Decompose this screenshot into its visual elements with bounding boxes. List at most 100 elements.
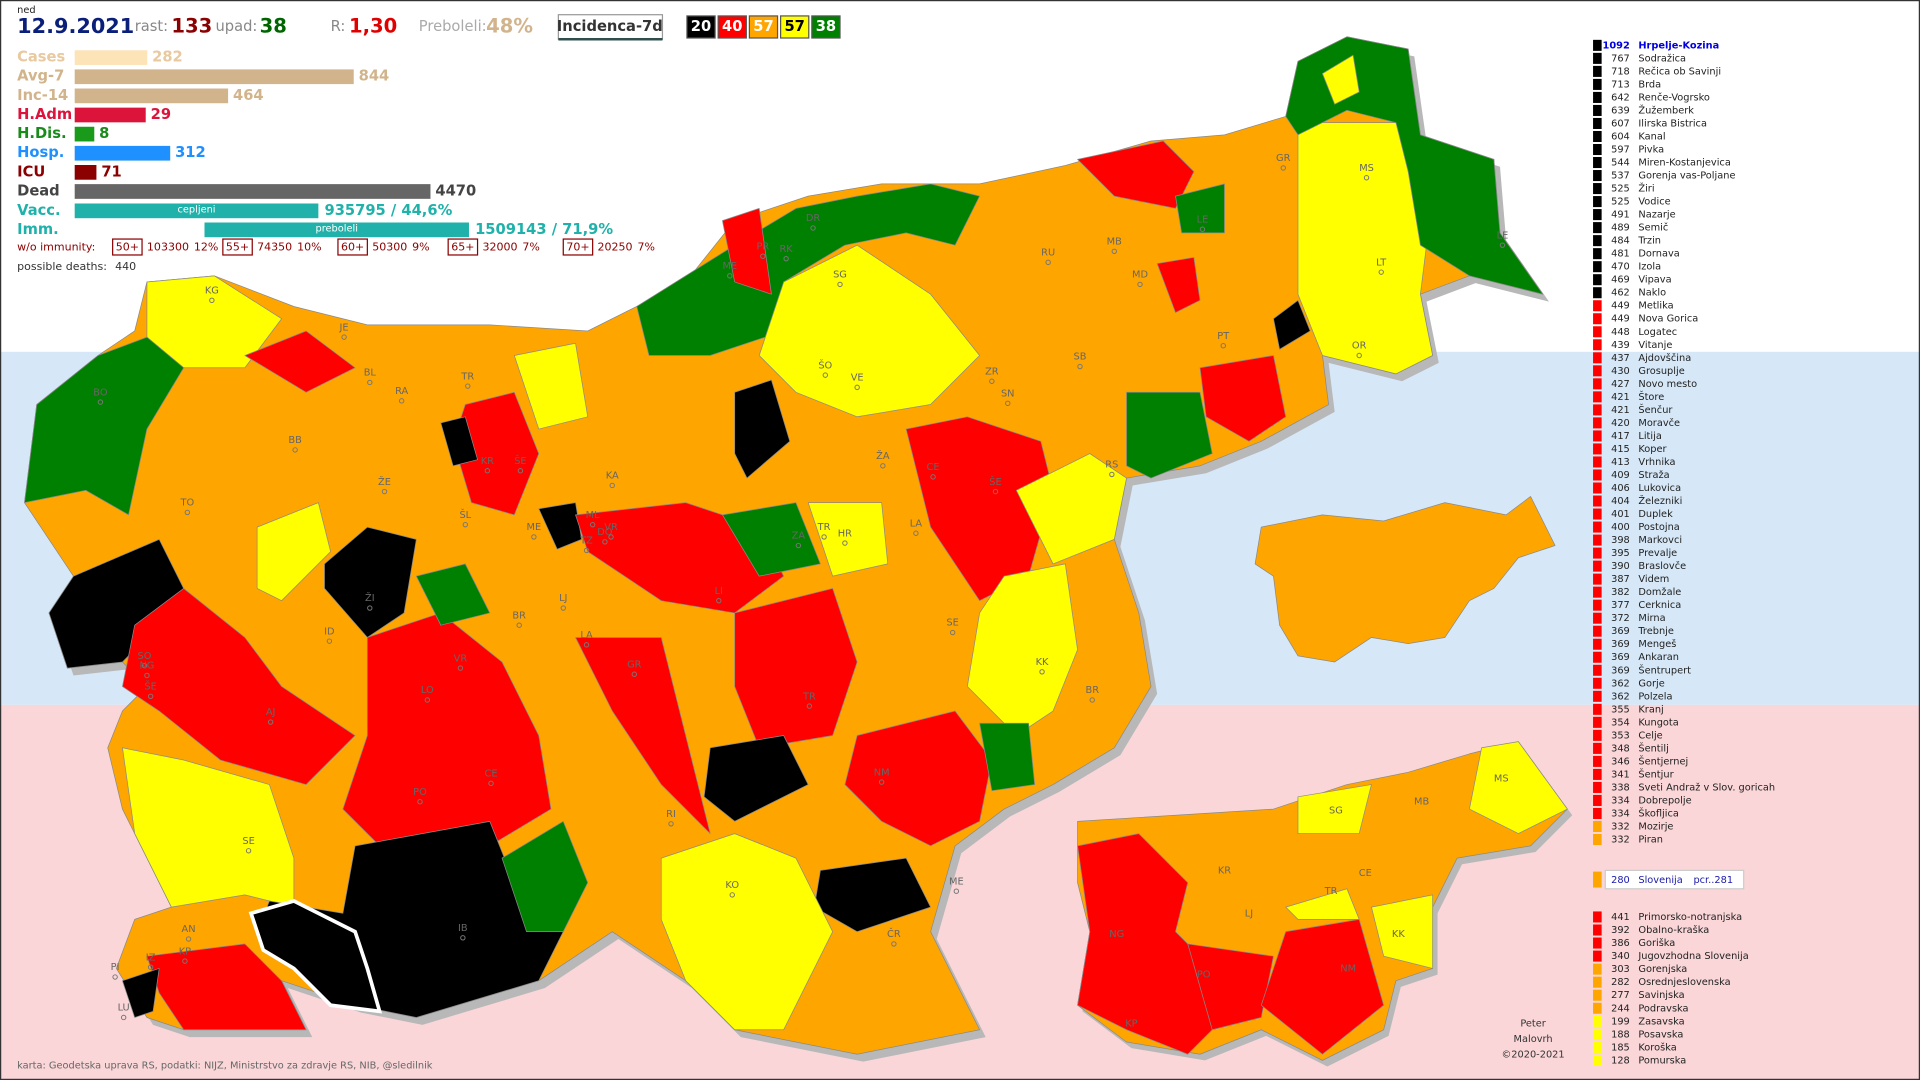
rank-value: 420: [1611, 418, 1630, 429]
map-label: RS: [1105, 460, 1118, 471]
rank-value: 448: [1611, 327, 1630, 338]
map-label: KK: [1036, 657, 1049, 668]
region-value: 128: [1611, 1055, 1630, 1066]
immunity-group: 60+: [341, 241, 364, 254]
rank-swatch: [1593, 690, 1602, 702]
inset-map: [1254, 496, 1556, 663]
rank-swatch: [1593, 755, 1602, 767]
region-name: Primorsko-notranjska: [1638, 912, 1742, 923]
rank-swatch: [1593, 443, 1602, 455]
region-map-label: NM: [1340, 963, 1356, 974]
region-value: 188: [1611, 1029, 1630, 1040]
stat-label: H.Dis.: [17, 125, 66, 142]
map-dot: [1111, 248, 1117, 255]
municipality: [722, 208, 772, 295]
rank-name: Logatec: [1638, 327, 1677, 338]
map-dot: [1280, 165, 1286, 171]
map-label: MB: [1107, 236, 1122, 247]
immunity-group-box: [562, 238, 594, 256]
map-label: RI: [666, 809, 676, 820]
region-swatch: [1593, 1054, 1602, 1066]
municipality: [636, 183, 980, 356]
rank-value: 369: [1611, 639, 1630, 650]
rank-value: 332: [1611, 835, 1630, 846]
immunity-share: 10%: [297, 241, 321, 254]
municipality: [703, 735, 809, 822]
rank-value: 525: [1611, 197, 1630, 208]
rank-name: Renče-Vogrsko: [1638, 91, 1710, 103]
rank-value: 395: [1611, 548, 1630, 559]
region-map-label: MB: [1414, 797, 1429, 808]
region-value: 441: [1611, 912, 1630, 923]
rank-value: 437: [1611, 353, 1630, 364]
map-label: SB: [1074, 352, 1087, 363]
map-dot: [1077, 363, 1083, 370]
region-swatch: [1593, 989, 1602, 1001]
rank-swatch: [1593, 378, 1602, 390]
region-map-label: NG: [1109, 929, 1124, 940]
legend-count: 57: [753, 18, 773, 35]
region-swatch: [1593, 1015, 1602, 1027]
region-value: 277: [1611, 990, 1630, 1001]
rank-value: 537: [1611, 171, 1630, 182]
rank-swatch: [1593, 651, 1602, 663]
region: [1260, 919, 1385, 1055]
map-label: BR: [1085, 685, 1099, 696]
rank-value: 404: [1611, 496, 1630, 507]
map-label: NM: [874, 767, 890, 778]
map-dot: [417, 799, 423, 805]
stat-bar: [74, 50, 148, 65]
map-dot: [727, 273, 733, 279]
rank-swatch: [1593, 65, 1602, 77]
rank-value: 642: [1611, 92, 1630, 103]
rank-value: 439: [1611, 340, 1630, 351]
immunity-share: 12%: [194, 241, 218, 254]
map-dot: [878, 779, 885, 785]
map-dot: [516, 622, 522, 628]
legend-count: 57: [784, 18, 804, 35]
map-label: VR: [454, 653, 468, 664]
rank-swatch: [1593, 91, 1602, 103]
map-dot: [913, 530, 919, 536]
rank-name: Rečica ob Savinji: [1638, 65, 1721, 77]
immunity-label: w/o immunity:: [17, 241, 95, 254]
rank-swatch: [1593, 117, 1602, 129]
rank-swatch: [1593, 130, 1602, 143]
municipality: [538, 502, 582, 550]
map-label: AJ: [266, 707, 276, 718]
rank-value: 362: [1611, 678, 1630, 689]
rank-name: Ankaran: [1638, 652, 1679, 663]
region-name: Jugovzhodna Slovenija: [1637, 951, 1748, 962]
rank-swatch: [1593, 521, 1602, 533]
rank-name: Dobrepolje: [1638, 795, 1691, 806]
region: [1371, 894, 1434, 969]
immunity-group-box: [337, 238, 368, 256]
rank-swatch: [1593, 833, 1602, 846]
highlighted-municipality: [248, 899, 383, 1014]
map-label: RU: [1041, 248, 1055, 259]
rank-swatch: [1593, 365, 1602, 377]
stat-label: Avg-7: [17, 68, 64, 85]
map-dot: [583, 642, 590, 648]
rank-name: Duplek: [1638, 509, 1673, 520]
rank-swatch: [1593, 143, 1602, 156]
map-dot: [1199, 226, 1206, 232]
map-label: DO: [597, 527, 613, 538]
map-dot: [930, 474, 936, 480]
map-dot: [326, 638, 333, 644]
legend-box: [717, 15, 747, 39]
map-label: BB: [288, 435, 302, 446]
region-name: Koroška: [1638, 1041, 1676, 1053]
municipality: [979, 722, 1036, 792]
rank-swatch: [1593, 742, 1602, 754]
municipality: [122, 968, 160, 1018]
legend-box: [811, 15, 841, 39]
municipality: [1015, 453, 1127, 565]
region-map-label: PO: [1197, 970, 1211, 981]
rank-name: Semič: [1638, 222, 1668, 234]
legend-count: 20: [691, 18, 711, 35]
region-swatch: [1593, 1028, 1602, 1040]
region-value: 199: [1611, 1016, 1630, 1027]
map-label: NG: [139, 661, 154, 672]
legend-count: 38: [816, 18, 836, 35]
